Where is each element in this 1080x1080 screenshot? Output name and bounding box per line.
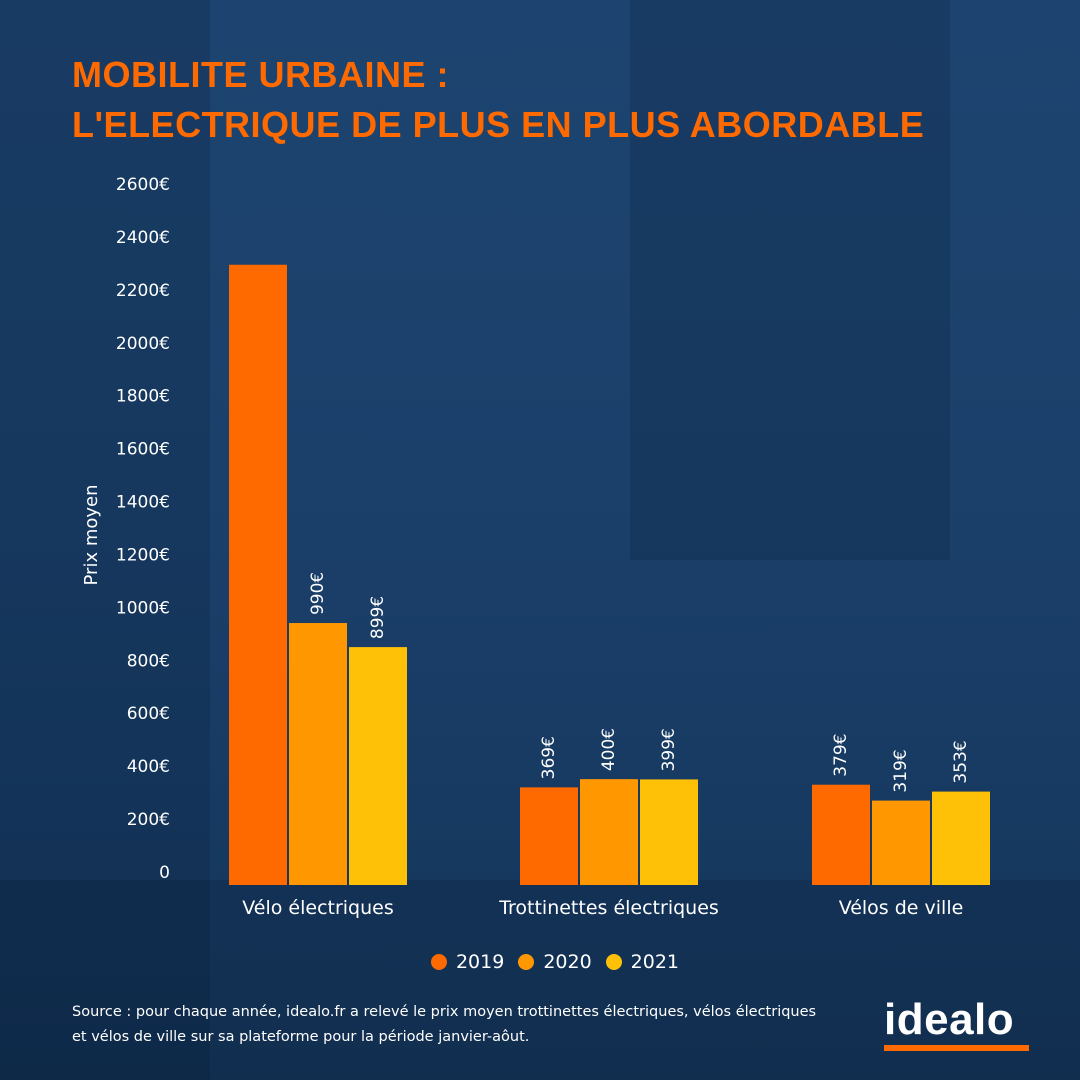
bar-2019 bbox=[812, 784, 870, 885]
y-tick-label: 1800€ bbox=[116, 387, 170, 407]
y-tick-label: 2000€ bbox=[116, 334, 170, 354]
value-label: 353€ bbox=[951, 740, 971, 783]
legend-item-2019: 2019 bbox=[430, 951, 505, 973]
bar-2020 bbox=[289, 623, 347, 885]
value-label: 369€ bbox=[539, 736, 559, 779]
source-line-2: et vélos de ville sur sa plateforme pour… bbox=[72, 1029, 530, 1045]
legend-dot-2020 bbox=[518, 954, 535, 970]
legend-label-2020: 2020 bbox=[543, 951, 592, 973]
y-tick-label: 200€ bbox=[127, 810, 170, 830]
legend-dot-2019 bbox=[430, 954, 447, 970]
page-title: MOBILITE URBAINE : L'ELECTRIQUE DE PLUS … bbox=[72, 50, 924, 150]
legend-label-2021: 2021 bbox=[630, 951, 680, 973]
idealo-logo: idealo bbox=[884, 998, 1032, 1051]
title-line-2: L'ELECTRIQUE DE PLUS EN PLUS ABORDABLE bbox=[72, 104, 925, 145]
y-tick-label: 600€ bbox=[127, 704, 170, 724]
bar-2020 bbox=[872, 800, 930, 885]
bar-2021 bbox=[640, 779, 698, 885]
value-label: 319€ bbox=[891, 749, 911, 792]
legend-label-2019: 2019 bbox=[455, 951, 505, 973]
title-line-1: MOBILITE URBAINE : bbox=[72, 54, 449, 95]
source-note: Source : pour chaque année, idealo.fr a … bbox=[72, 1000, 852, 1050]
bar-2019 bbox=[229, 264, 287, 885]
bar-2021 bbox=[349, 647, 407, 885]
legend-dot-2021 bbox=[605, 954, 622, 970]
legend-item-2021: 2021 bbox=[605, 951, 680, 973]
category-labels: Vélo électriques Trottinettes électriques… bbox=[242, 897, 963, 919]
value-label: 379€ bbox=[831, 733, 851, 776]
value-label: 899€ bbox=[368, 596, 388, 639]
category-label: Vélo électriques bbox=[242, 897, 394, 919]
y-axis: 0 200€ 400€ 600€ 800€ 1000€ 1200€ 1400€ 1600€ 180… bbox=[116, 175, 170, 883]
bar-2020 bbox=[580, 779, 638, 885]
logo-text: idealo bbox=[884, 995, 1015, 1044]
source-line-1: Source : pour chaque année, idealo.fr a … bbox=[72, 1004, 817, 1020]
bar-2021 bbox=[932, 791, 990, 885]
value-label: 990€ bbox=[308, 572, 328, 615]
legend: 2019 2020 2021 bbox=[0, 951, 1080, 973]
y-tick-label: 2600€ bbox=[116, 175, 170, 195]
y-axis-title: Prix moyen bbox=[81, 485, 102, 586]
bars bbox=[229, 264, 990, 885]
y-tick-label: 1600€ bbox=[116, 440, 170, 460]
value-label: 399€ bbox=[659, 728, 679, 771]
logo-underline bbox=[884, 1045, 1029, 1051]
category-label: Trottinettes électriques bbox=[498, 897, 719, 919]
category-label: Vélos de ville bbox=[839, 897, 964, 919]
legend-item-2020: 2020 bbox=[518, 951, 592, 973]
y-tick-label: 0 bbox=[159, 863, 170, 883]
y-tick-label: 1000€ bbox=[116, 598, 170, 618]
y-tick-label: 1400€ bbox=[116, 493, 170, 513]
bar-2019 bbox=[520, 787, 578, 885]
y-tick-label: 1200€ bbox=[116, 545, 170, 565]
y-tick-label: 2200€ bbox=[116, 281, 170, 301]
y-tick-label: 800€ bbox=[127, 651, 170, 671]
y-tick-label: 2400€ bbox=[116, 228, 170, 248]
y-tick-label: 400€ bbox=[127, 757, 170, 777]
value-labels: 990€ 899€ 369€ 400€ 399€ 379€ 319€ 353€ bbox=[308, 572, 971, 793]
value-label: 400€ bbox=[599, 728, 619, 771]
